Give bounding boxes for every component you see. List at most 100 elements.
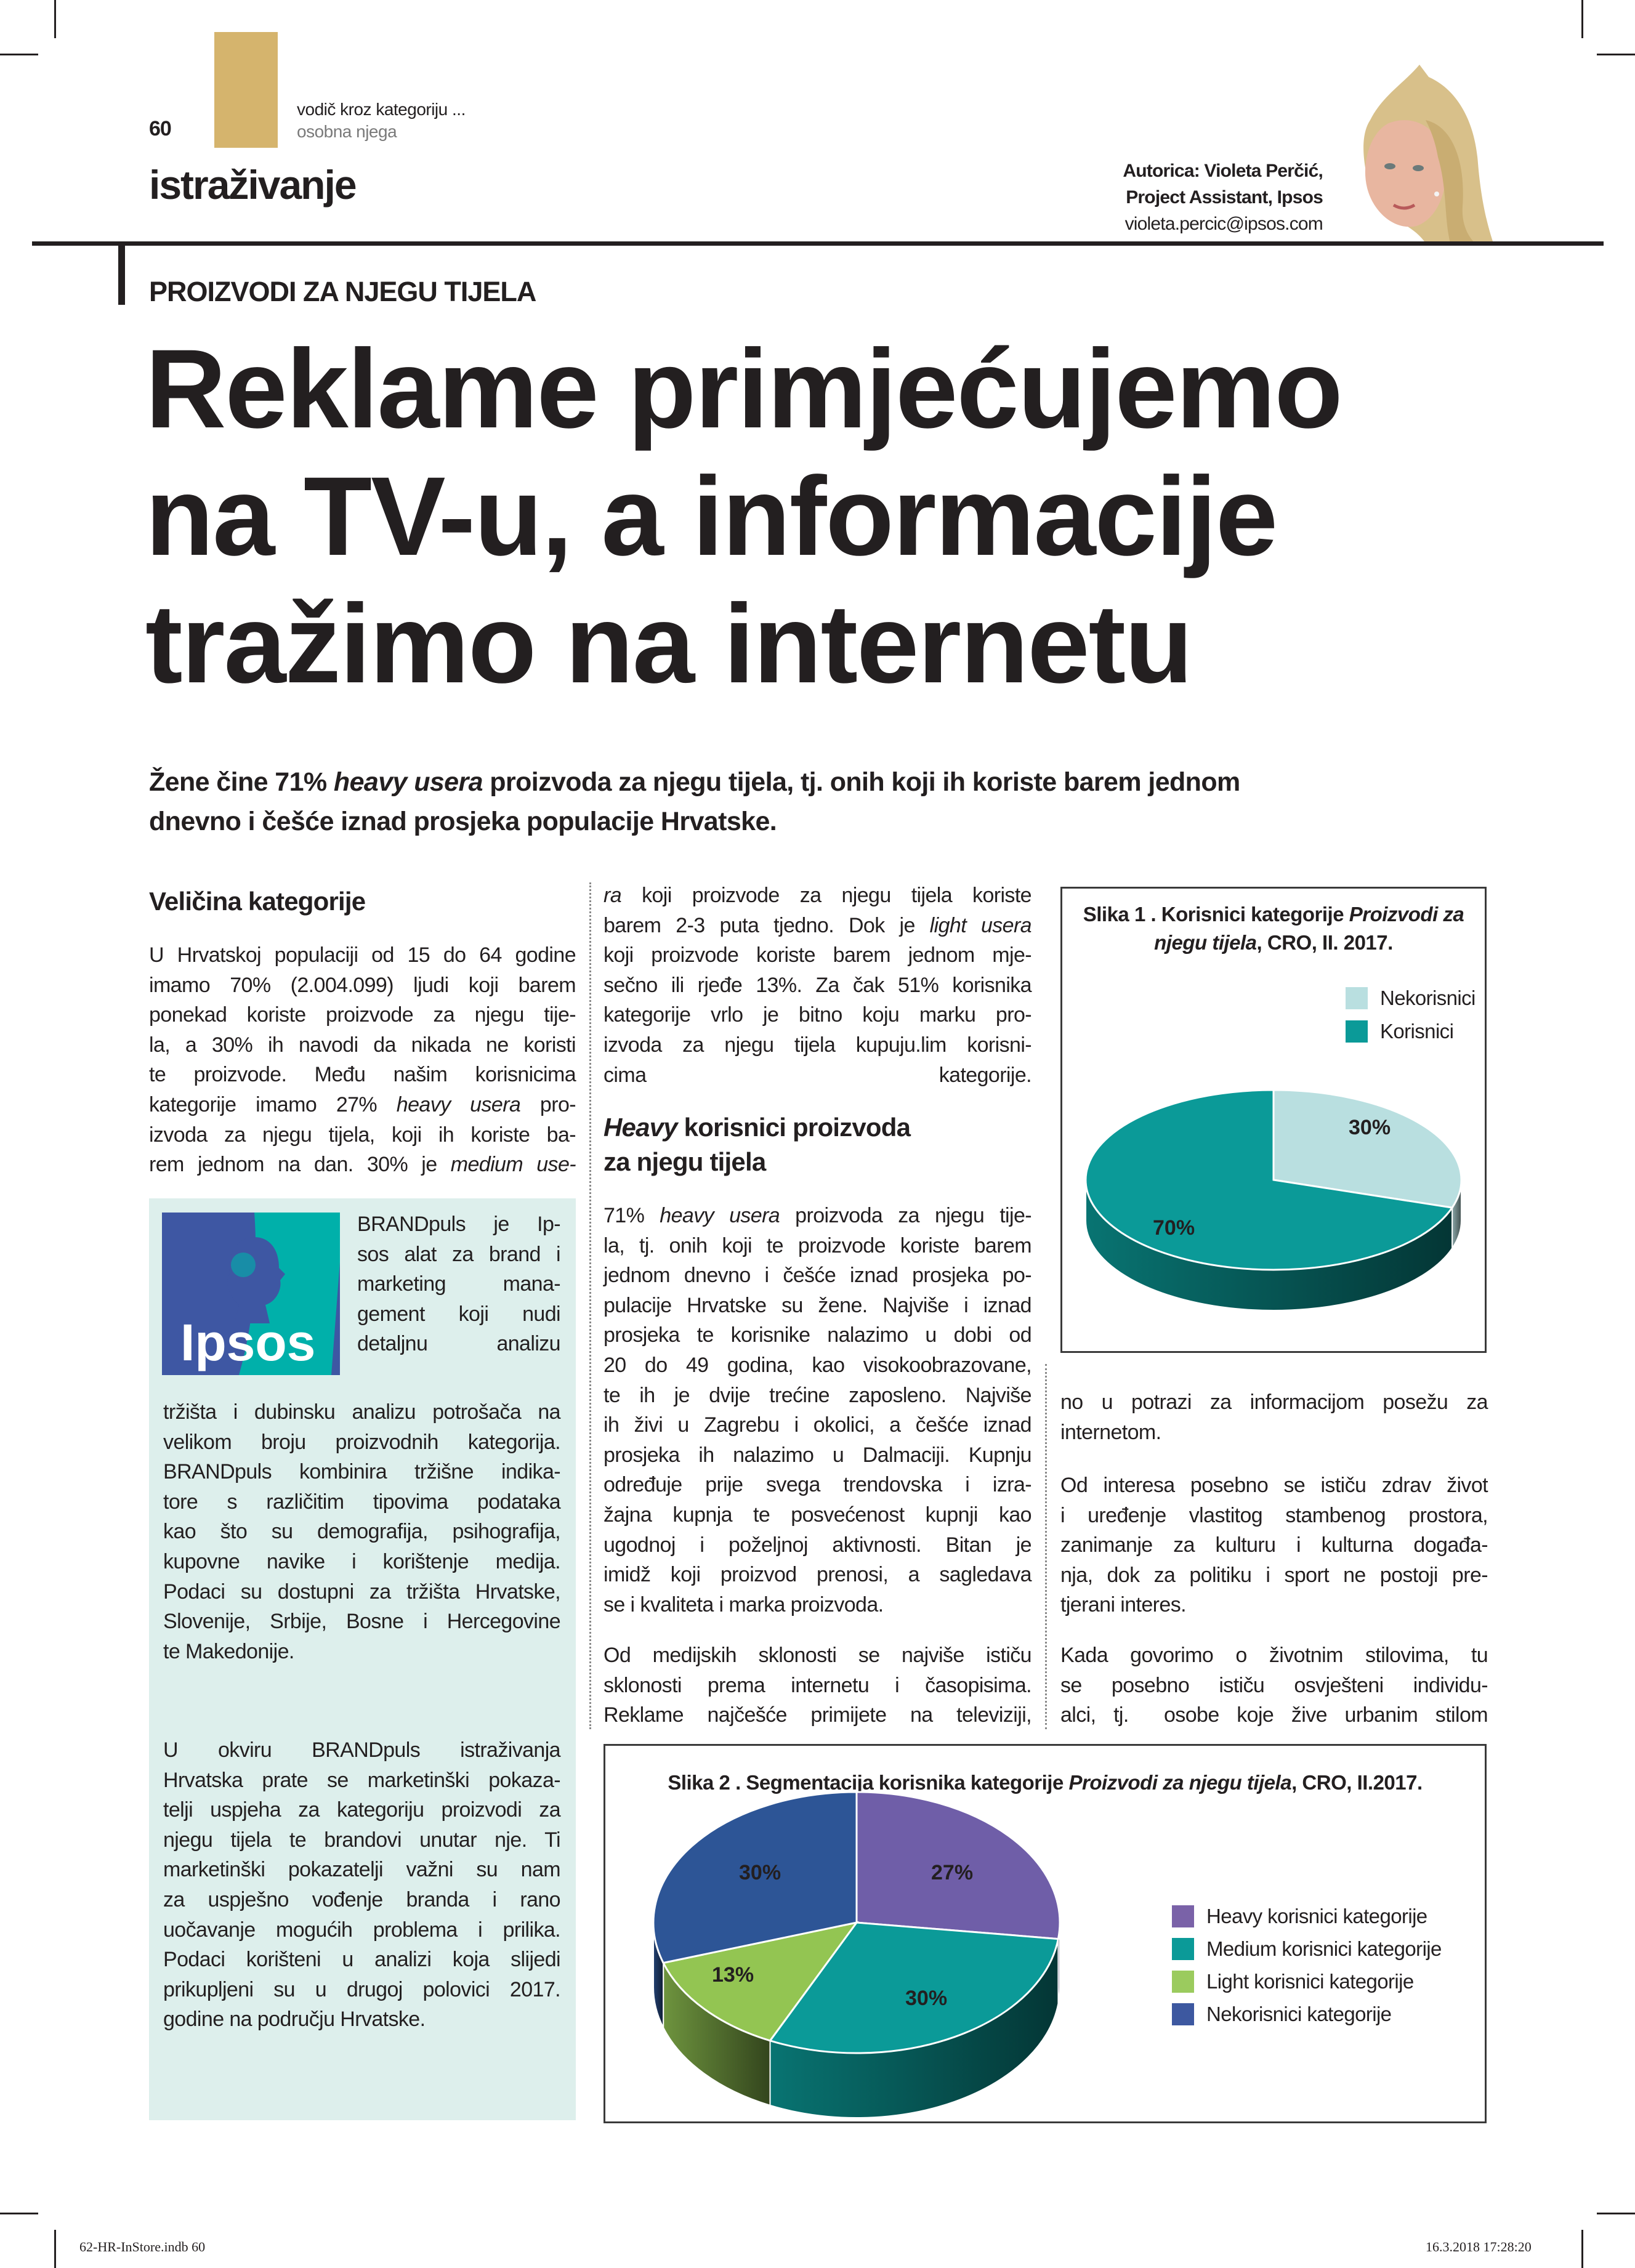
text: zanimanje za kulturu i kulturna događa-: [1060, 1533, 1488, 1557]
paragraph: U Hrvatskoj populaciji od 15 do 64 godin…: [149, 940, 576, 1180]
italic-text: light usera: [929, 913, 1032, 937]
author-name: Autorica: Violeta Perčić,: [1123, 161, 1323, 181]
paragraph: Od medijskih sklonosti se najviše ističu…: [604, 1640, 1032, 1730]
text: BRANDpuls kombinira tržišne indika-: [163, 1460, 561, 1484]
paragraph: tržišta i dubinsku analizu potrošača na v…: [163, 1397, 561, 1666]
text: gement koji nudi: [357, 1302, 561, 1326]
text: Od interesa posebno se ističu zdrav živo…: [1060, 1474, 1488, 1497]
text: pro-: [520, 1092, 576, 1116]
ipsos-logo-text: Ipsos: [180, 1314, 315, 1371]
subheading-italic: Heavy: [604, 1113, 678, 1142]
column-divider: [1045, 1364, 1047, 1729]
text-line: koji proizvode koriste barem jednom mje-: [604, 940, 1032, 971]
crop-mark: [54, 2230, 56, 2268]
legend-swatch: [1172, 2003, 1194, 2025]
text-line: te proizvode. Među našim korisnicima: [149, 1060, 576, 1090]
text: kao što su demografija, psihografija,: [163, 1520, 561, 1544]
text-line: cima kategorije.: [604, 1060, 1032, 1091]
legend-label: Medium korisnici kategorije: [1206, 1937, 1442, 1960]
author-email[interactable]: violeta.percic@ipsos.com: [1124, 214, 1323, 234]
paragraph: U okviru BRANDpuls istraživanja Hrvatska …: [163, 1735, 561, 2035]
text-line: za uspješno vođenje branda i rano: [163, 1885, 561, 1915]
text-line: tjerani interes.: [1060, 1590, 1488, 1620]
subheading-text: korisnici proizvoda: [677, 1113, 911, 1142]
text: imidž koji proizvod prenosi, a sagledava: [604, 1563, 1032, 1587]
data-label: 13%: [712, 1963, 754, 1987]
text-line: se posebno ističu osvješteni individu-: [1060, 1671, 1488, 1701]
pie-slice-nekorisnici: [1272, 1089, 1463, 1209]
figure-title-text: , CRO, II. 2017.: [1256, 931, 1394, 954]
legend-swatch: [1346, 987, 1368, 1009]
text: tržišta i dubinsku analizu potrošača na: [163, 1400, 561, 1424]
italic-text: medium use-: [450, 1153, 576, 1177]
text-line: marketing mana-: [357, 1269, 561, 1299]
text-line: žajna kupnja te posvećenost kupnji kao: [604, 1500, 1032, 1530]
text-line: BRANDpuls je Ip-: [357, 1209, 561, 1240]
subheading-heavy: Heavy korisnici proizvoda za njegu tijel…: [604, 1110, 911, 1179]
legend-label: Nekorisnici: [1380, 987, 1476, 1009]
text: rem jednom na dan. 30% je: [149, 1153, 451, 1177]
author-block: Autorica: Violeta Perčić, Project Assist…: [1123, 158, 1323, 237]
text-line: godine na području Hrvatske.: [163, 2004, 560, 2035]
text: Kada govorimo o životnim stilovima, tu: [1060, 1644, 1488, 1667]
text: Podaci korišteni u analizi koja slijedi: [163, 1948, 561, 1972]
ipsos-logo: Ipsos: [162, 1213, 340, 1375]
text: 71%: [604, 1204, 660, 1227]
text-line: pulacije Hrvatske su žene. Najviše i izn…: [604, 1291, 1032, 1321]
text-line: Podaci korišteni u analizi koja slijedi: [163, 1945, 561, 1975]
text-line: zanimanje za kulturu i kulturna događa-: [1060, 1530, 1488, 1560]
text: ih živi u Zagrebu i okolici, a češće izn…: [604, 1413, 1032, 1437]
lead-text: proizvoda za njegu tijela, tj. onih koji…: [482, 767, 1240, 797]
text-line: izvoda za njegu tijela kupuju.lim korisn…: [604, 1030, 1032, 1060]
text-line: internetom.: [1060, 1418, 1488, 1448]
text-line: ponekad koriste proizvode za njegu tije-: [149, 1000, 576, 1030]
text: i uređenje vlastitog stambenog prostora,: [1060, 1503, 1488, 1527]
crop-mark: [1597, 54, 1635, 55]
text-line: Reklame najčešće primijete na televiziji…: [604, 1700, 1032, 1730]
text: marketinški pokazatelji važni su nam: [163, 1858, 561, 1882]
figure-title-text: Slika 1 . Korisnici kategorije: [1083, 903, 1349, 926]
text-line: U Hrvatskoj populaciji od 15 do 64 godin…: [149, 940, 576, 971]
text-line: kupovne navike i korištenje medija.: [163, 1547, 561, 1577]
text: alci, tj. osobe koje žive urbanim stilom: [1060, 1703, 1488, 1727]
pie-slice-korisnici: [1084, 1089, 1454, 1271]
text-line: marketinški pokazatelji važni su nam: [163, 1855, 561, 1885]
text: tore s različitim tipovima podataka: [163, 1490, 561, 1514]
text-line: ugodnoj i poželjnoj aktivnosti. Bitan je: [604, 1530, 1032, 1560]
text: proizvoda za njegu tije-: [780, 1204, 1031, 1227]
text-line: i uređenje vlastitog stambenog prostora,: [1060, 1501, 1488, 1531]
text-line: te ih je dvije trećine zaposleno. Najviš…: [604, 1381, 1032, 1411]
text: jednom dnevno i češće iznad prosjeka po-: [604, 1264, 1032, 1288]
text-line: Hrvatska prate se marketinški pokaza-: [163, 1766, 561, 1796]
text: velikom broju proizvodnih kategorija.: [163, 1430, 561, 1454]
text: za uspješno vođenje branda i rano: [163, 1887, 561, 1911]
text-line: Podaci su dostupni za tržišta Hrvatske,: [163, 1577, 561, 1607]
text-line: njegu tijela te brandovi unutar nje. Ti: [163, 1825, 561, 1855]
pie-slice-heavy-korisnici-kategorije: [855, 1791, 1061, 1940]
text: marketing mana-: [357, 1272, 561, 1296]
author-photo: [1363, 65, 1493, 243]
subheading-text: za njegu tijela: [604, 1147, 766, 1176]
crop-mark: [0, 54, 38, 55]
text: žajna kupnja te posvećenost kupnji kao: [604, 1503, 1032, 1527]
figure-title-text: Slika 2 . Segmentacija korisnika kategor…: [668, 1771, 1069, 1794]
paragraph: no u potrazi za informacijom posežu za in…: [1060, 1387, 1488, 1447]
lead-text: Žene čine 71%: [149, 767, 334, 797]
paragraph: ra koji proizvode za njegu tijela korist…: [604, 881, 1032, 1091]
text-line: nja, dok za politiku i sport ne postoji …: [1060, 1560, 1488, 1591]
text: kategorije vrlo je bitno koju marku pro-: [604, 1003, 1032, 1027]
pie-slice-medium-korisnici-kategorije: [769, 1921, 1060, 2054]
paragraph: 71% heavy usera proizvoda za njegu tije-…: [604, 1201, 1032, 1620]
headline-line: tražimo na internetu: [145, 581, 1193, 706]
headline-line: Reklame primjećujemo: [145, 326, 1343, 451]
text-line: Slovenije, Srbije, Bosne i Hercegovine: [163, 1607, 561, 1637]
legend-label: Heavy korisnici kategorije: [1206, 1905, 1427, 1927]
data-label: 30%: [1349, 1116, 1391, 1139]
legend-label: Light korisnici kategorije: [1206, 1970, 1414, 1993]
text: Reklame najčešće primijete na televiziji…: [604, 1703, 1032, 1727]
text-line: telji uspjeha za kategoriju proizvodi za: [163, 1795, 561, 1825]
running-head-subtitle: osobna njega: [297, 122, 397, 141]
text-line: izvoda za njegu tijela, koji ih koriste …: [149, 1120, 576, 1150]
rubric: PROIZVODI ZA NJEGU TIJELA: [149, 276, 536, 307]
text-line: BRANDpuls kombinira tržišne indika-: [163, 1457, 561, 1487]
